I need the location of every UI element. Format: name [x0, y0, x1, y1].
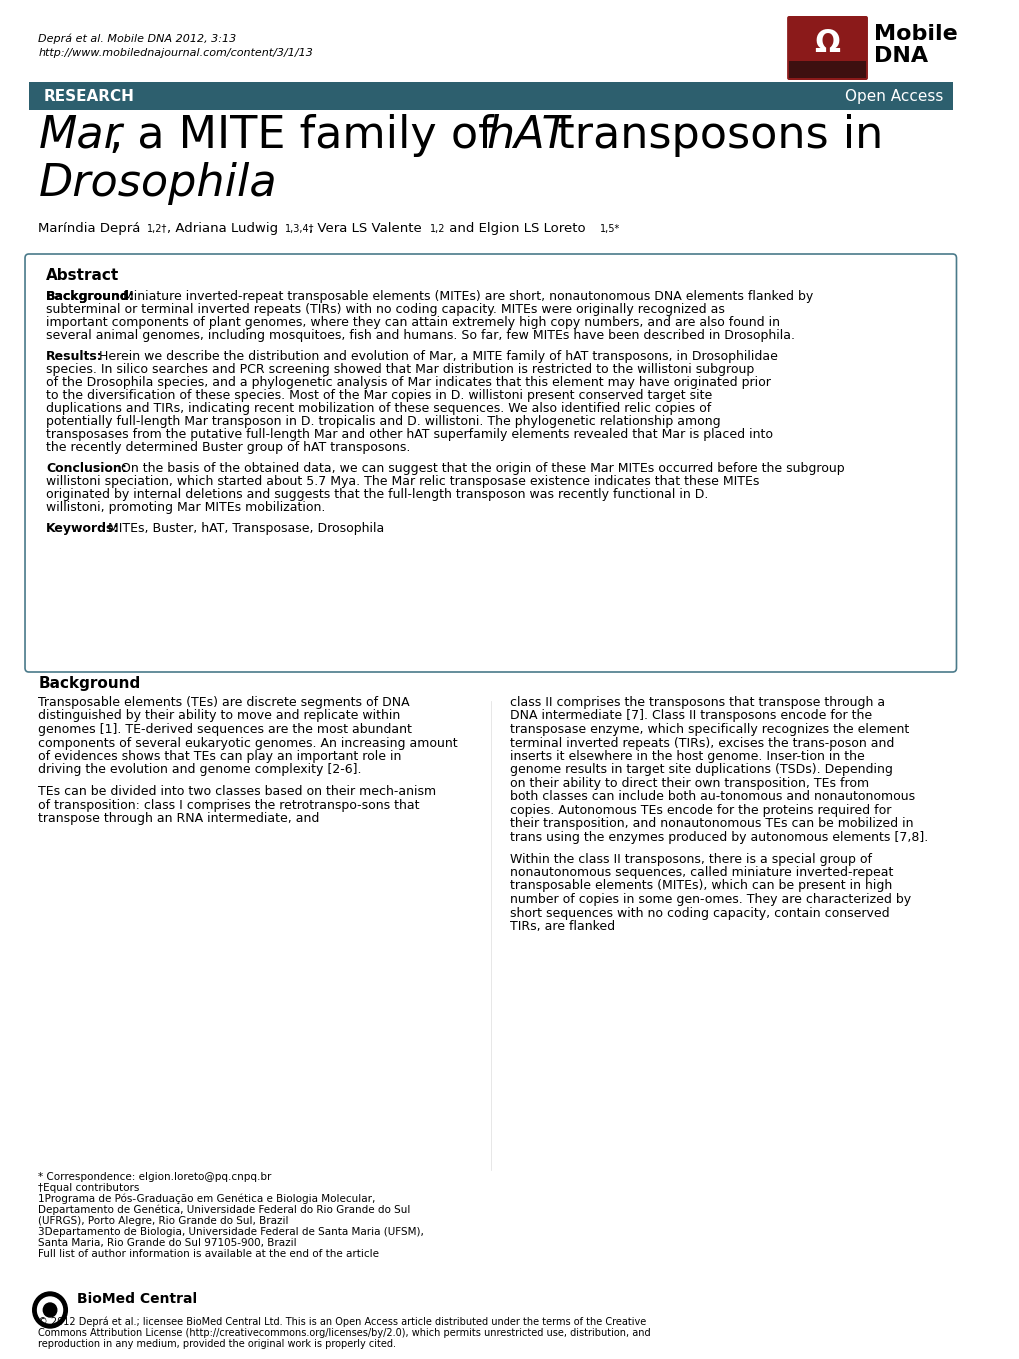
- Text: Keywords:: Keywords:: [46, 522, 119, 535]
- Text: short sequences with no coding capacity, contain conserved: short sequences with no coding capacity,…: [510, 906, 889, 920]
- Text: BioMed Central: BioMed Central: [76, 1292, 197, 1306]
- Text: DNA: DNA: [873, 46, 927, 67]
- Text: 1,5*: 1,5*: [600, 224, 621, 234]
- Text: of evidences shows that TEs can play an important role in: of evidences shows that TEs can play an …: [39, 750, 401, 762]
- Text: TEs can be divided into two classes based on their mech-anism: TEs can be divided into two classes base…: [39, 786, 436, 798]
- FancyBboxPatch shape: [787, 16, 867, 80]
- Text: the recently determined Buster group of hAT transposons.: the recently determined Buster group of …: [46, 442, 411, 454]
- Text: 1Programa de Pós-Graduação em Genética e Biologia Molecular,: 1Programa de Pós-Graduação em Genética e…: [39, 1193, 375, 1204]
- Text: willistoni speciation, which started about 5.7 Mya. The Mar relic transposase ex: willistoni speciation, which started abo…: [46, 476, 759, 488]
- Text: Drosophila: Drosophila: [39, 162, 277, 205]
- Text: 1,2†: 1,2†: [147, 224, 167, 234]
- Text: Miniature inverted-repeat transposable elements (MITEs) are short, nonautonomous: Miniature inverted-repeat transposable e…: [123, 289, 812, 303]
- Text: transposable elements (MITEs), which can be present in high: transposable elements (MITEs), which can…: [510, 879, 892, 893]
- Text: both classes can include both au-tonomous and nonautonomous: both classes can include both au-tonomou…: [510, 791, 914, 803]
- Text: class II comprises the transposons that transpose through a: class II comprises the transposons that …: [510, 696, 884, 709]
- Text: of transposition: class I comprises the retrotranspo-sons that: of transposition: class I comprises the …: [39, 799, 420, 811]
- Text: RESEARCH: RESEARCH: [43, 88, 135, 105]
- Text: species. In silico searches and PCR screening showed that Mar distribution is re: species. In silico searches and PCR scre…: [46, 363, 754, 376]
- Text: 1,3,4†: 1,3,4†: [284, 224, 314, 234]
- Text: to the diversification of these species. Most of the Mar copies in D. willistoni: to the diversification of these species.…: [46, 389, 711, 402]
- Text: Abstract: Abstract: [46, 268, 119, 283]
- Text: Mobile: Mobile: [873, 24, 957, 43]
- Text: on their ability to direct their own transposition, TEs from: on their ability to direct their own tra…: [510, 777, 868, 790]
- Text: hAT: hAT: [485, 114, 568, 158]
- Text: components of several eukaryotic genomes. An increasing amount: components of several eukaryotic genomes…: [39, 737, 458, 750]
- Text: driving the evolution and genome complexity [2-6].: driving the evolution and genome complex…: [39, 764, 362, 776]
- Text: Open Access: Open Access: [844, 88, 943, 105]
- Text: nonautonomous sequences, called miniature inverted-repeat: nonautonomous sequences, called miniatur…: [510, 866, 893, 879]
- FancyBboxPatch shape: [25, 254, 956, 671]
- Text: reproduction in any medium, provided the original work is properly cited.: reproduction in any medium, provided the…: [39, 1339, 396, 1349]
- Text: © 2012 Deprá et al.; licensee BioMed Central Ltd. This is an Open Access article: © 2012 Deprá et al.; licensee BioMed Cen…: [39, 1317, 646, 1326]
- Text: * Correspondence: elgion.loreto@pq.cnpq.br: * Correspondence: elgion.loreto@pq.cnpq.…: [39, 1171, 272, 1182]
- FancyBboxPatch shape: [789, 61, 865, 77]
- Text: potentially full-length Mar transposon in D. tropicalis and D. willistoni. The p: potentially full-length Mar transposon i…: [46, 414, 720, 428]
- Text: Departamento de Genética, Universidade Federal do Rio Grande do Sul: Departamento de Genética, Universidade F…: [39, 1204, 411, 1215]
- Text: transposons in: transposons in: [542, 114, 882, 158]
- Text: Ω: Ω: [814, 29, 840, 57]
- Text: copies. Autonomous TEs encode for the proteins required for: copies. Autonomous TEs encode for the pr…: [510, 805, 891, 817]
- Circle shape: [38, 1296, 62, 1324]
- Text: Mar: Mar: [39, 114, 122, 158]
- Text: several animal genomes, including mosquitoes, fish and humans. So far, few MITEs: several animal genomes, including mosqui…: [46, 329, 795, 342]
- Text: inserts it elsewhere in the host genome. Inser-tion in the: inserts it elsewhere in the host genome.…: [510, 750, 864, 762]
- Text: †Equal contributors: †Equal contributors: [39, 1182, 140, 1193]
- Text: subterminal or terminal inverted repeats (TIRs) with no coding capacity. MITEs w: subterminal or terminal inverted repeats…: [46, 303, 725, 317]
- Text: Deprá et al. Mobile DNA 2012, 3:13: Deprá et al. Mobile DNA 2012, 3:13: [39, 34, 236, 43]
- Text: Transposable elements (TEs) are discrete segments of DNA: Transposable elements (TEs) are discrete…: [39, 696, 410, 709]
- Text: (UFRGS), Porto Alegre, Rio Grande do Sul, Brazil: (UFRGS), Porto Alegre, Rio Grande do Sul…: [39, 1216, 288, 1226]
- Text: Background:: Background:: [46, 289, 135, 303]
- Text: Herein we describe the distribution and evolution of Mar, a MITE family of hAT t: Herein we describe the distribution and …: [99, 351, 777, 363]
- Text: willistoni, promoting Mar MITEs mobilization.: willistoni, promoting Mar MITEs mobiliza…: [46, 501, 325, 514]
- Text: distinguished by their ability to move and replicate within: distinguished by their ability to move a…: [39, 709, 400, 723]
- Text: important components of plant genomes, where they can attain extremely high copy: important components of plant genomes, w…: [46, 317, 780, 329]
- Text: http://www.mobilednajournal.com/content/3/1/13: http://www.mobilednajournal.com/content/…: [39, 48, 313, 58]
- Circle shape: [43, 1303, 57, 1317]
- Text: genome results in target site duplications (TSDs). Depending: genome results in target site duplicatio…: [510, 764, 892, 776]
- Text: originated by internal deletions and suggests that the full-length transposon wa: originated by internal deletions and sug…: [46, 488, 708, 501]
- Text: transposase enzyme, which specifically recognizes the element: transposase enzyme, which specifically r…: [510, 723, 908, 737]
- Text: TIRs, are flanked: TIRs, are flanked: [510, 920, 614, 934]
- Text: duplications and TIRs, indicating recent mobilization of these sequences. We als: duplications and TIRs, indicating recent…: [46, 402, 710, 414]
- Text: Commons Attribution License (http://creativecommons.org/licenses/by/2.0), which : Commons Attribution License (http://crea…: [39, 1328, 650, 1339]
- Text: 3Departamento de Biologia, Universidade Federal de Santa Maria (UFSM),: 3Departamento de Biologia, Universidade …: [39, 1227, 424, 1237]
- Text: , Adriana Ludwig: , Adriana Ludwig: [167, 222, 278, 235]
- Bar: [29, 82, 952, 110]
- Text: Maríndia Deprá: Maríndia Deprá: [39, 222, 141, 235]
- Text: Background: Background: [39, 675, 141, 690]
- Text: Full list of author information is available at the end of the article: Full list of author information is avail…: [39, 1249, 379, 1258]
- Text: Results:: Results:: [46, 351, 103, 363]
- Text: their transposition, and nonautonomous TEs can be mobilized in: their transposition, and nonautonomous T…: [510, 818, 913, 830]
- Text: transposases from the putative full-length Mar and other hAT superfamily element: transposases from the putative full-leng…: [46, 428, 772, 442]
- Text: number of copies in some gen-omes. They are characterized by: number of copies in some gen-omes. They …: [510, 893, 910, 906]
- Text: DNA intermediate [7]. Class II transposons encode for the: DNA intermediate [7]. Class II transposo…: [510, 709, 871, 723]
- Text: terminal inverted repeats (TIRs), excises the trans-poson and: terminal inverted repeats (TIRs), excise…: [510, 737, 894, 750]
- Text: , Vera LS Valente: , Vera LS Valente: [309, 222, 421, 235]
- Text: 1,2: 1,2: [430, 224, 445, 234]
- Text: , a MITE family of: , a MITE family of: [109, 114, 507, 158]
- Text: genomes [1]. TE-derived sequences are the most abundant: genomes [1]. TE-derived sequences are th…: [39, 723, 412, 737]
- Text: MITEs, Buster, hAT, Transposase, Drosophila: MITEs, Buster, hAT, Transposase, Drosoph…: [108, 522, 383, 535]
- Text: and Elgion LS Loreto: and Elgion LS Loreto: [444, 222, 585, 235]
- Circle shape: [33, 1292, 67, 1328]
- Text: Santa Maria, Rio Grande do Sul 97105-900, Brazil: Santa Maria, Rio Grande do Sul 97105-900…: [39, 1238, 297, 1248]
- Text: Conclusion:: Conclusion:: [46, 462, 126, 476]
- Text: of the Drosophila species, and a phylogenetic analysis of Mar indicates that thi: of the Drosophila species, and a phyloge…: [46, 376, 770, 389]
- Text: Background:: Background:: [46, 289, 135, 303]
- Text: trans using the enzymes produced by autonomous elements [7,8].: trans using the enzymes produced by auto…: [510, 830, 927, 844]
- Text: On the basis of the obtained data, we can suggest that the origin of these Mar M: On the basis of the obtained data, we ca…: [121, 462, 844, 476]
- Text: transpose through an RNA intermediate, and: transpose through an RNA intermediate, a…: [39, 811, 320, 825]
- Text: Within the class II transposons, there is a special group of: Within the class II transposons, there i…: [510, 852, 871, 866]
